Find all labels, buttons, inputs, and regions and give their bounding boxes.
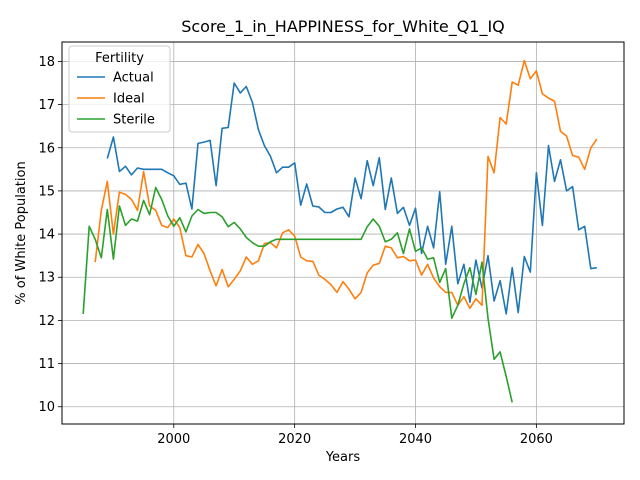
legend-title: Fertility [95, 51, 144, 66]
chart-title: Score_1_in_HAPPINESS_for_White_Q1_IQ [181, 17, 505, 37]
y-tick-label: 16 [38, 141, 55, 156]
legend-label-actual: Actual [113, 71, 154, 86]
y-tick-label: 12 [38, 314, 55, 329]
y-tick-label: 14 [38, 228, 55, 243]
y-tick-label: 17 [38, 98, 55, 113]
series-line-actual [106, 82, 597, 315]
legend-label-sterile: Sterile [113, 113, 155, 128]
x-axis: 2000 2020 2040 2060 [157, 424, 553, 447]
y-tick-label: 15 [38, 184, 55, 199]
series-line-ideal [94, 59, 598, 310]
legend-box [68, 45, 171, 133]
plot-frame [61, 41, 625, 425]
legend: Fertility Actual Ideal Sterile [68, 45, 171, 133]
legend-label-ideal: Ideal [113, 92, 145, 107]
y-tick-label: 10 [38, 400, 55, 415]
x-tick-label: 2020 [278, 432, 311, 447]
plot-lines [82, 59, 598, 403]
y-tick-label: 13 [38, 271, 55, 286]
y-axis: 10 11 12 13 14 15 16 17 18 [38, 55, 62, 415]
y-axis-label: % of White Population [14, 161, 29, 304]
y-tick-label: 18 [38, 55, 55, 70]
series-line-sterile [82, 186, 513, 403]
x-tick-label: 2040 [399, 432, 432, 447]
x-tick-label: 2000 [157, 432, 190, 447]
x-tick-label: 2060 [520, 432, 553, 447]
x-axis-label: Years [325, 450, 361, 465]
y-tick-label: 11 [38, 357, 55, 372]
